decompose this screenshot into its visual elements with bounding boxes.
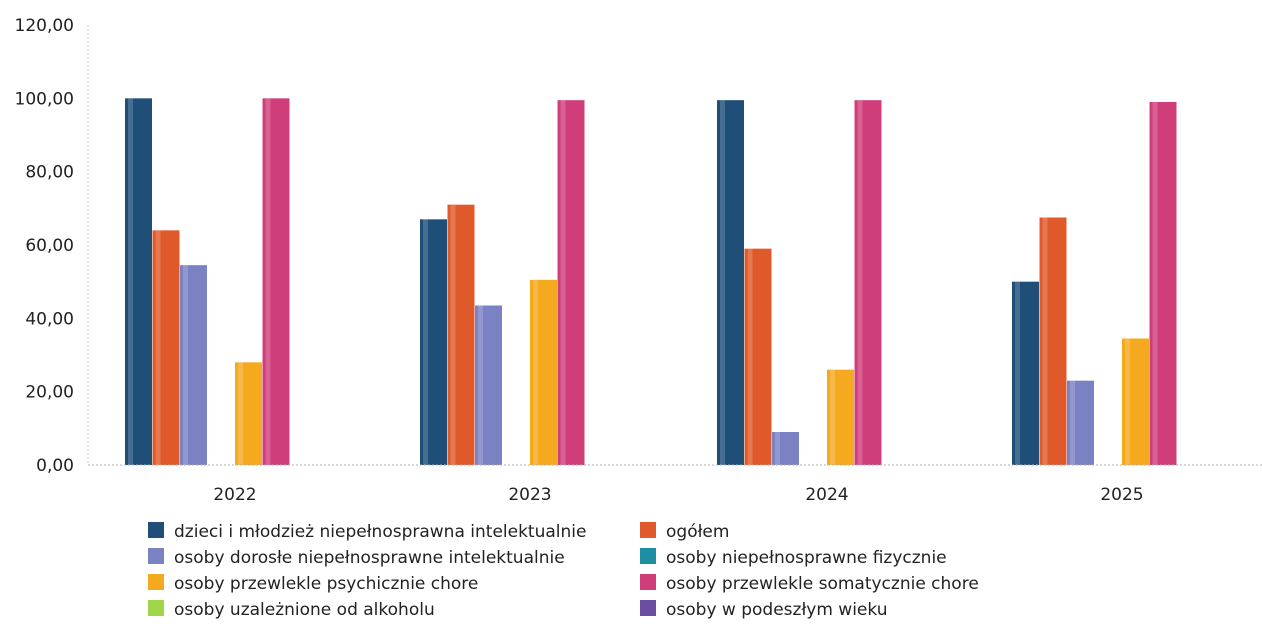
bar-highlight <box>720 100 725 466</box>
x-tick-label: 2022 <box>213 485 256 505</box>
legend-swatch <box>640 522 656 538</box>
legend-swatch <box>640 548 656 564</box>
legend-swatch <box>148 522 164 538</box>
legend-label: ogółem <box>666 522 729 542</box>
bar-highlight <box>183 265 188 465</box>
bar-2023-series-5 <box>557 100 585 466</box>
legend-swatch <box>640 574 656 590</box>
bar-2023-series-4 <box>530 279 557 465</box>
bar-highlight <box>857 100 863 466</box>
bar-highlight <box>423 219 428 465</box>
y-tick-label: 100,00 <box>15 89 74 109</box>
bar-highlight <box>1070 380 1075 465</box>
bar-2023-series-2 <box>475 305 502 465</box>
bar-2023-series-1 <box>447 204 475 465</box>
bar-2024-series-0 <box>717 100 744 466</box>
legend-label: osoby niepełnosprawne fizycznie <box>666 548 947 568</box>
bar-highlight <box>1015 281 1020 465</box>
legend-swatch <box>148 574 164 590</box>
legend-label: osoby uzależnione od alkoholu <box>174 600 435 620</box>
bar-highlight <box>1152 102 1158 465</box>
bar-2022-series-4 <box>235 362 262 465</box>
legend: dzieci i młodzież niepełnosprawna intele… <box>148 522 979 620</box>
bar-2023-series-0 <box>420 219 447 465</box>
legend-label: dzieci i młodzież niepełnosprawna intele… <box>174 522 586 542</box>
y-tick-label: 0,00 <box>36 456 74 476</box>
bar-2025-series-0 <box>1012 281 1039 465</box>
legend-swatch <box>148 600 164 616</box>
legend-label: osoby przewlekle somatycznie chore <box>666 574 979 594</box>
x-tick-label: 2023 <box>508 485 551 505</box>
bar-highlight <box>533 279 538 465</box>
bar-2024-series-2 <box>772 432 799 465</box>
bar-highlight <box>155 230 161 465</box>
bar-2025-series-1 <box>1039 217 1067 465</box>
y-tick-label: 40,00 <box>25 309 74 329</box>
bar-2022-series-0 <box>125 98 152 465</box>
y-tick-label: 80,00 <box>25 163 74 183</box>
bar-2025-series-2 <box>1067 380 1094 465</box>
bar-highlight <box>830 369 835 465</box>
bar-highlight <box>560 100 566 466</box>
bar-2024-series-5 <box>854 100 882 466</box>
bar-2024-series-1 <box>744 248 772 465</box>
bar-2024-series-4 <box>827 369 854 465</box>
x-tick-label: 2025 <box>1100 485 1143 505</box>
x-tick-label: 2024 <box>805 485 848 505</box>
legend-label: osoby w podeszłym wieku <box>666 600 887 620</box>
legend-label: osoby przewlekle psychicznie chore <box>174 574 478 594</box>
bar-highlight <box>747 248 753 465</box>
y-tick-label: 60,00 <box>25 236 74 256</box>
bar-highlight <box>1042 217 1048 465</box>
bar-highlight <box>450 204 456 465</box>
bar-highlight <box>128 98 133 465</box>
bar-2022-series-1 <box>152 230 180 465</box>
y-tick-label: 20,00 <box>25 383 74 403</box>
bar-highlight <box>478 305 483 465</box>
bars <box>125 98 1177 466</box>
bar-highlight <box>775 432 780 465</box>
bar-2025-series-4 <box>1122 338 1149 465</box>
legend-swatch <box>148 548 164 564</box>
legend-label: osoby dorosłe niepełnosprawne intelektua… <box>174 548 565 568</box>
y-axis: 0,00 20,00 40,00 60,00 80,00 100,00 120,00 <box>15 16 89 476</box>
bar-2022-series-5 <box>262 98 290 465</box>
bar-highlight <box>238 362 243 465</box>
bar-2022-series-2 <box>180 265 207 465</box>
bar-2025-series-5 <box>1149 102 1177 465</box>
bar-highlight <box>1125 338 1130 465</box>
legend-swatch <box>640 600 656 616</box>
bar-highlight <box>265 98 271 465</box>
x-axis: 2022 2023 2024 2025 <box>88 464 1262 505</box>
y-tick-label: 120,00 <box>15 16 74 36</box>
